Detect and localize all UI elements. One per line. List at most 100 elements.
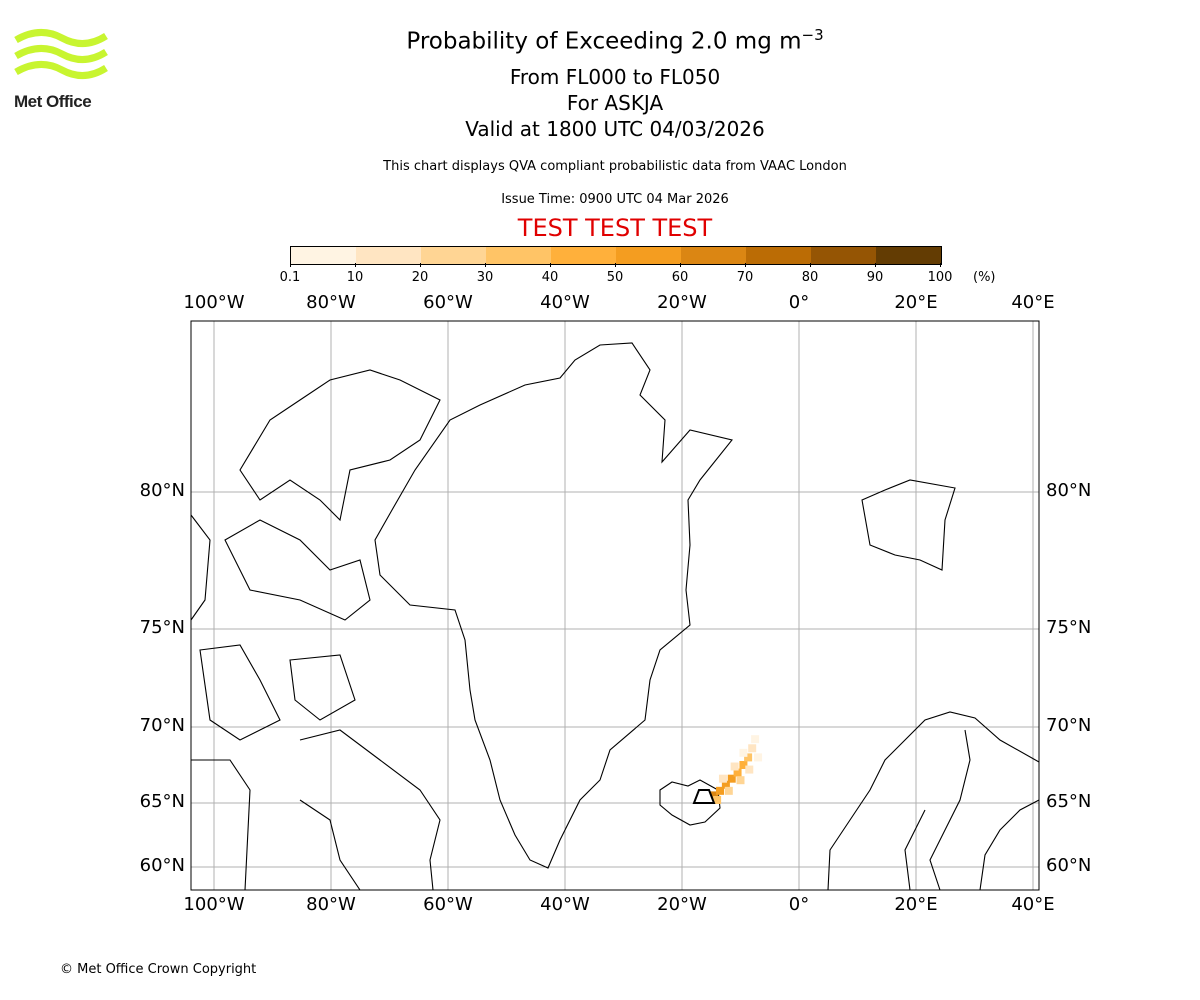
colorbar-swatch: [421, 247, 486, 264]
axis-tick-label: 80°N: [1046, 480, 1092, 501]
issue-time: Issue Time: 0900 UTC 04 Mar 2026: [501, 192, 729, 207]
colorbar-ticks: 0.1 10 20 30 40 50 60 70 80 90 100: [280, 263, 952, 293]
axis-tick-label: 70°N: [139, 715, 185, 736]
colorbar-tick: [680, 263, 681, 267]
axis-tick-label: 100°W: [183, 292, 245, 313]
axis-tick-label: 100°W: [183, 894, 245, 915]
greenland-coast: [374, 342, 733, 869]
colorbar-swatch: [616, 247, 681, 264]
plume-cell: [718, 774, 727, 783]
title-main: Probability of Exceeding 2.0 mg m: [406, 28, 802, 55]
valid-time: Valid at 1800 UTC 04/03/2026: [465, 117, 765, 141]
axis-tick-label: 20°E: [894, 292, 938, 313]
axis-tick-label: 0°: [788, 292, 810, 313]
title-superscript: −3: [801, 26, 824, 44]
colorbar-tick: [615, 263, 616, 267]
colorbar-tick-label: 60: [671, 270, 689, 285]
axis-tick-label: 40°W: [540, 894, 590, 915]
axis-tick-label: 20°W: [657, 894, 707, 915]
colorbar-swatch: [356, 247, 421, 264]
colorbar-unit: (%): [973, 270, 996, 285]
colorbar-swatch: [551, 247, 616, 264]
plume-cell: [739, 748, 748, 757]
colorbar-tick: [485, 263, 486, 267]
axis-tick-label: 40°E: [1011, 894, 1055, 915]
plume-cell: [739, 761, 748, 769]
met-office-logo-icon: [14, 29, 108, 79]
flight-level-range: From FL000 to FL050: [509, 65, 721, 89]
scandinavia-coast: [827, 711, 1040, 891]
plume-cell: [751, 735, 760, 744]
chart-subtitle: From FL000 to FL050 For ASKJA Valid at 1…: [0, 64, 1200, 142]
plume-cell: [727, 774, 736, 783]
colorbar-tick-label: 100: [927, 270, 953, 285]
colorbar-tick-label: 50: [606, 270, 624, 285]
axis-tick-label: 60°W: [423, 894, 473, 915]
colorbar-tick-label: 40: [541, 270, 559, 285]
coastlines: [190, 342, 1040, 891]
colorbar-tick: [810, 263, 811, 267]
map-frame: [190, 320, 1040, 891]
ash-plume: [704, 735, 763, 804]
info-text: This chart displays QVA compliant probab…: [383, 159, 847, 174]
axis-tick-label: 20°W: [657, 292, 707, 313]
plume-cell: [710, 791, 719, 800]
axis-tick-label: 80°W: [306, 292, 356, 313]
plume-cell: [733, 768, 742, 777]
colorbar-tick-label: 0.1: [279, 270, 301, 285]
volcano-source-icon: [692, 789, 716, 804]
plume-cell: [744, 753, 753, 762]
axis-tick-label: 40°E: [1011, 292, 1055, 313]
copyright: © Met Office Crown Copyright: [60, 962, 257, 977]
plume-cell: [754, 753, 763, 762]
plume-cell: [721, 780, 730, 789]
colorbar-tick: [940, 263, 941, 267]
colorbar-tick-label: 10: [346, 270, 364, 285]
colorbar-swatch: [681, 247, 746, 264]
colorbar: [290, 246, 942, 265]
axis-tick-label: 60°N: [139, 855, 185, 876]
colorbar-tick-label: 20: [411, 270, 429, 285]
volcano-name: For ASKJA: [566, 91, 664, 115]
colorbar-swatch: [746, 247, 811, 264]
plume-cell: [745, 765, 754, 774]
axis-tick-label: 70°N: [1046, 715, 1092, 736]
logo-text: Met Office: [14, 92, 92, 111]
colorbar-swatch: [291, 247, 356, 264]
svalbard-coast: [861, 479, 956, 571]
axis-tick-label: 75°N: [139, 617, 185, 638]
plume-cell: [724, 786, 733, 795]
plume-cell: [713, 795, 722, 804]
colorbar-tick-label: 90: [866, 270, 884, 285]
colorbar-tick: [550, 263, 551, 267]
colorbar-tick-label: 70: [736, 270, 754, 285]
axis-tick-label: 80°W: [306, 894, 356, 915]
axis-tick-label: 60°W: [423, 292, 473, 313]
plume-cell: [748, 744, 757, 753]
colorbar-swatch: [486, 247, 551, 264]
axis-tick-label: 65°N: [139, 791, 185, 812]
colorbar-tick: [290, 263, 291, 267]
axis-tick-label: 65°N: [1046, 791, 1092, 812]
colorbar-tick-label: 30: [476, 270, 494, 285]
axis-tick-label: 75°N: [1046, 617, 1092, 638]
plume-cell: [730, 762, 739, 771]
test-banner: TEST TEST TEST: [517, 214, 713, 242]
colorbar-swatch: [876, 247, 941, 264]
axis-tick-label: 0°: [788, 894, 810, 915]
colorbar-tick-label: 80: [801, 270, 819, 285]
colorbar-tick: [745, 263, 746, 267]
axis-tick-label: 60°N: [1046, 855, 1092, 876]
axis-tick-label: 80°N: [139, 480, 185, 501]
colorbar-tick: [355, 263, 356, 267]
chart-title: Probability of Exceeding 2.0 mg m−3: [0, 26, 1200, 55]
axis-tick-label: 20°E: [894, 894, 938, 915]
canada-archipelago-coast: [190, 369, 441, 891]
axis-tick-label: 40°W: [540, 292, 590, 313]
iceland-coast: [659, 779, 721, 826]
colorbar-swatch: [811, 247, 876, 264]
colorbar-tick: [875, 263, 876, 267]
colorbar-tick: [420, 263, 421, 267]
